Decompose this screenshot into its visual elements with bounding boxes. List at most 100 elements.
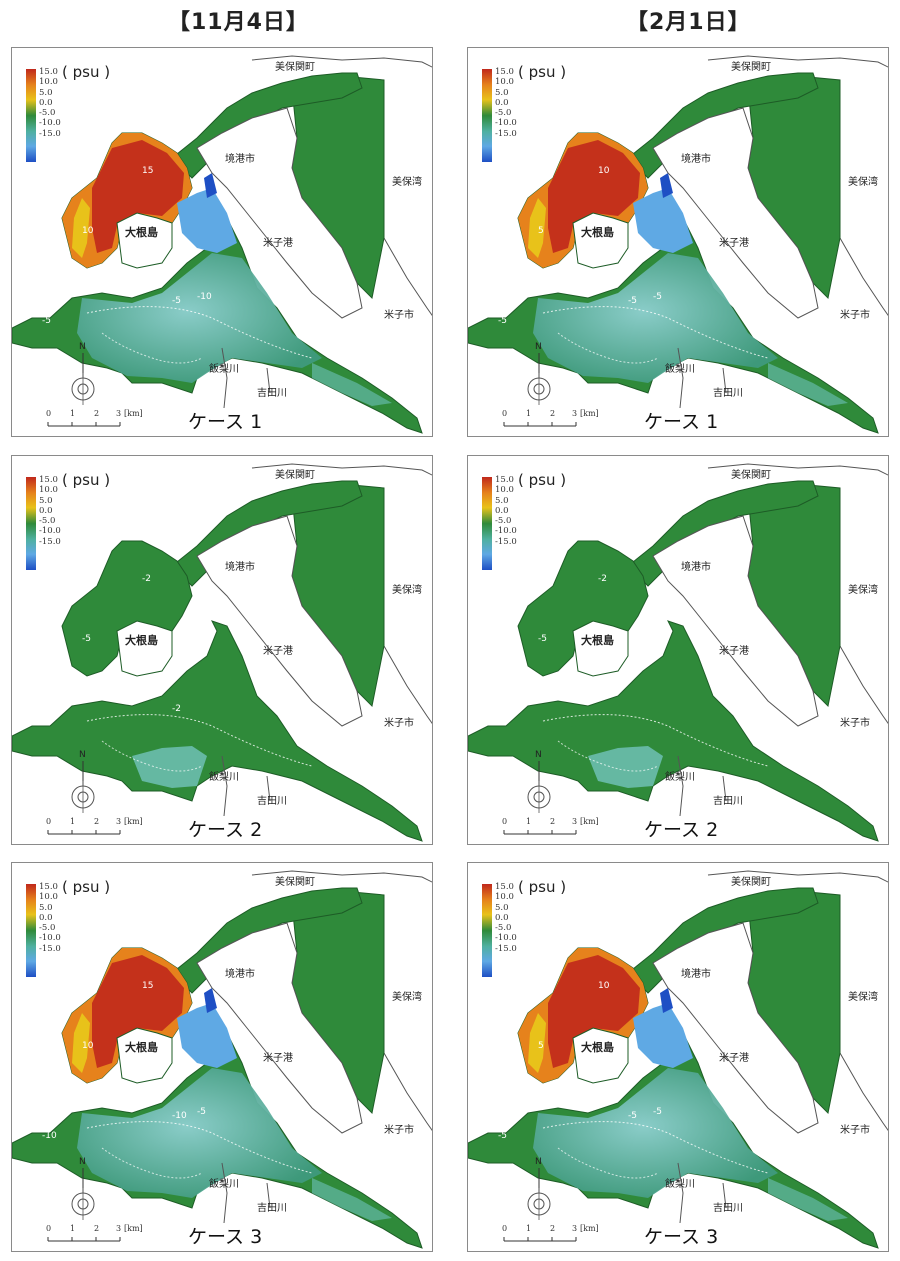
legend-tick-label: 5.0 [495,495,509,506]
place-label-sakaiminato: 境港市 [681,154,711,165]
scale-tick-3: 3 [572,409,578,418]
legend-tick-label: -5.0 [495,516,512,527]
legend-tick-label: 5.0 [495,902,509,913]
place-label-mihowan: 美保湾 [848,177,878,188]
legend-tick-label: -5.0 [39,108,56,119]
place-label-daikonjima: 大根島 [125,1041,158,1054]
map-panel: ( psu ) 15.0 10.0 5.0 0.0 -5.0 -10.0 -15.0 美保関町境… [11,47,433,437]
scale-tick-0: 0 [502,817,508,826]
legend-tick-label: -15.0 [495,536,517,547]
contour-label: 10 [598,166,610,176]
contour-label: -5 [498,316,507,326]
place-label-yonagokou: 米子港 [263,238,293,249]
salinity-map [468,55,888,434]
north-label: N [535,750,542,760]
contour-label: 15 [142,166,154,176]
place-label-yonagokou: 米子港 [719,1053,749,1064]
legend-tick-label: -10.0 [39,933,61,944]
scale-unit: [km] [580,1224,599,1233]
place-label-iinashigawa: 飯梨川 [665,772,695,783]
place-label-yoshidagawa: 吉田川 [713,1203,743,1214]
place-label-sakaiminato: 境港市 [681,969,711,980]
place-label-mihonoseki: 美保関町 [731,470,771,481]
place-label-daikonjima: 大根島 [581,634,614,647]
legend-ticks: 15.0 10.0 5.0 0.0 -5.0 -10.0 -15.0 [39,67,61,139]
place-label-iinashigawa: 飯梨川 [665,1179,695,1190]
place-label-mihonoseki: 美保関町 [731,877,771,888]
map-panel: ( psu ) 15.0 10.0 5.0 0.0 -5.0 -10.0 -15.0 美保関町境… [11,455,433,845]
legend-tick-label: -5.0 [495,923,512,934]
scale-tick-3: 3 [116,409,122,418]
place-label-yonagokou: 米子港 [263,646,293,657]
map-panel: ( psu ) 15.0 10.0 5.0 0.0 -5.0 -10.0 -15.0 美保関町境… [467,47,889,437]
place-label-yonagokou: 米子港 [263,1053,293,1064]
case-label: ケース 2 [644,819,719,841]
legend-tick-label: 10.0 [495,77,514,88]
scale-tick-1: 1 [526,409,532,418]
contour-label: 10 [82,226,94,236]
salinity-map [12,55,432,434]
contour-label: 5 [538,226,544,236]
scale-tick-0: 0 [46,1224,52,1233]
place-label-mihowan: 美保湾 [392,585,422,596]
contour-label: -5 [498,1131,507,1141]
scale-tick-1: 1 [70,817,76,826]
legend-unit: ( psu ) [62,471,111,489]
salinity-map [468,870,888,1249]
case-label: ケース 2 [188,819,263,841]
legend-tick-label: -5.0 [495,108,512,119]
scale-tick-2: 2 [94,409,100,418]
case-label: ケース 1 [188,411,263,433]
scale-tick-0: 0 [46,817,52,826]
legend-tick-label: 0.0 [39,97,53,108]
legend-tick-label: 10.0 [495,485,514,496]
legend-ticks: 15.0 10.0 5.0 0.0 -5.0 -10.0 -15.0 [495,882,517,954]
place-label-yonagoshi: 米子市 [840,1125,870,1136]
legend-colorbar [482,477,492,570]
place-label-iinashigawa: 飯梨川 [209,364,239,375]
scale-unit: [km] [124,409,143,418]
legend-tick-label: -10.0 [495,526,517,537]
contour-label: -5 [42,316,51,326]
legend-tick-label: 15.0 [39,67,58,77]
scale-tick-1: 1 [526,817,532,826]
legend-ticks: 15.0 10.0 5.0 0.0 -5.0 -10.0 -15.0 [495,67,517,139]
place-label-mihonoseki: 美保関町 [275,470,315,481]
place-label-daikonjima: 大根島 [581,226,614,239]
map-panel: ( psu ) 15.0 10.0 5.0 0.0 -5.0 -10.0 -15.0 美保関町境… [11,862,433,1252]
contour-label: -10 [172,1111,187,1121]
place-label-mihowan: 美保湾 [848,585,878,596]
scale-unit: [km] [124,817,143,826]
legend-tick-label: 15.0 [39,882,58,892]
contour-label: 15 [142,981,154,991]
contour-label: -5 [247,368,256,378]
place-label-yonagoshi: 米子市 [384,1125,414,1136]
legend-colorbar [482,69,492,162]
place-label-sakaiminato: 境港市 [225,562,255,573]
scale-tick-3: 3 [116,1224,122,1233]
place-label-mihonoseki: 美保関町 [731,62,771,73]
place-label-iinashigawa: 飯梨川 [209,772,239,783]
place-label-mihowan: 美保湾 [392,992,422,1003]
legend-tick-label: -15.0 [39,128,61,139]
place-label-sakaiminato: 境港市 [225,969,255,980]
legend-colorbar [26,884,36,977]
scale-tick-2: 2 [550,1224,556,1233]
column-header-nov4: 【11月4日】 [168,10,309,35]
legend-tick-label: 5.0 [39,495,53,506]
scale-tick-2: 2 [550,817,556,826]
scale-tick-3: 3 [572,1224,578,1233]
scale-tick-3: 3 [116,817,122,826]
place-label-yoshidagawa: 吉田川 [257,796,287,807]
map-panel: ( psu ) 15.0 10.0 5.0 0.0 -5.0 -10.0 -15.0 美保関町境… [467,455,889,845]
legend-unit: ( psu ) [518,63,567,81]
place-label-yoshidagawa: 吉田川 [713,388,743,399]
contour-label: -5 [82,634,91,644]
contour-label: -5 [538,634,547,644]
case-label: ケース 1 [644,411,719,433]
salinity-map [468,463,888,842]
legend-tick-label: 10.0 [39,485,58,496]
legend-tick-label: -5.0 [39,516,56,527]
legend-tick-label: -15.0 [39,536,61,547]
scale-tick-0: 0 [502,1224,508,1233]
